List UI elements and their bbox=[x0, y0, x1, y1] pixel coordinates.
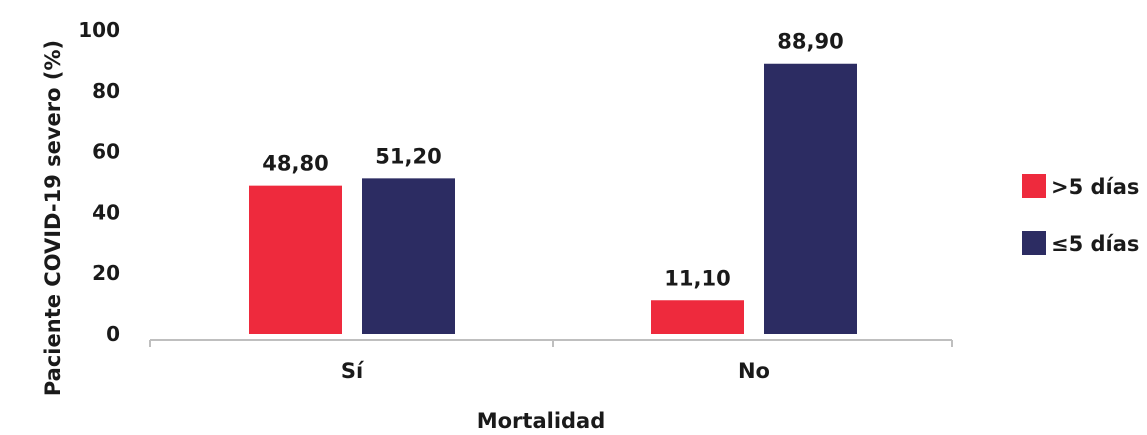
bar-value-label: 51,20 bbox=[375, 144, 441, 168]
bars bbox=[249, 63, 857, 335]
y-tick-label: 60 bbox=[92, 140, 120, 164]
x-axis-title: Mortalidad bbox=[477, 409, 606, 433]
y-axis-ticks: 0 20 40 60 80 100 bbox=[78, 18, 120, 346]
x-axis-ticks bbox=[149, 340, 953, 347]
y-tick-label: 0 bbox=[106, 322, 120, 346]
x-category-label: Sí bbox=[341, 359, 365, 383]
x-axis-category-labels: Sí No bbox=[341, 359, 770, 383]
legend-label: ≤5 días bbox=[1051, 232, 1139, 256]
y-axis-title: Paciente COVID-19 severo (%) bbox=[41, 40, 65, 396]
legend-swatch bbox=[1022, 174, 1046, 198]
bar-value-label: 88,90 bbox=[777, 30, 843, 54]
y-tick-label: 20 bbox=[92, 261, 120, 285]
y-tick-label: 40 bbox=[92, 200, 120, 224]
bar-value-label: 48,80 bbox=[262, 152, 328, 176]
bar bbox=[249, 185, 342, 334]
bar-value-labels: 48,80 51,20 11,10 88,90 bbox=[262, 30, 843, 291]
legend-swatch bbox=[1022, 231, 1046, 255]
x-category-label: No bbox=[738, 359, 770, 383]
bar-value-label: 11,10 bbox=[664, 266, 730, 290]
bar bbox=[651, 300, 744, 334]
y-tick-label: 100 bbox=[78, 18, 120, 42]
y-tick-label: 80 bbox=[92, 79, 120, 103]
bar bbox=[764, 63, 857, 335]
bar bbox=[362, 178, 455, 334]
legend-label: >5 días bbox=[1051, 175, 1139, 199]
legend: >5 días ≤5 días bbox=[1022, 174, 1139, 256]
